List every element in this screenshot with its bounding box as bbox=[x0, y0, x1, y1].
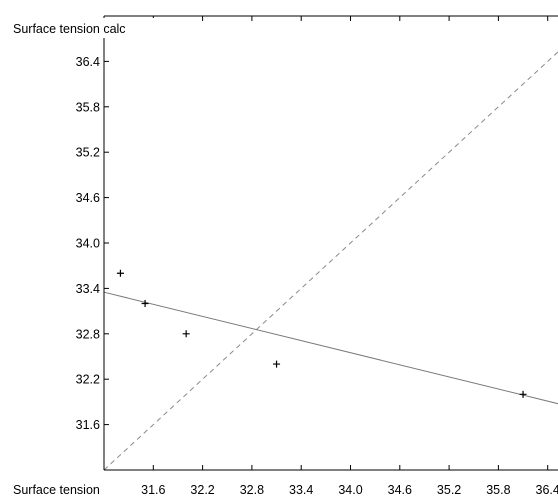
y-tick-label-32.8: 32.8 bbox=[76, 327, 100, 341]
y-tick-label-31.6: 31.6 bbox=[76, 418, 100, 432]
fit-line bbox=[103, 291, 558, 405]
x-tick-label-35.2: 35.2 bbox=[437, 483, 461, 497]
x-tick-label-33.4: 33.4 bbox=[289, 483, 313, 497]
y-tick-label-34.6: 34.6 bbox=[76, 191, 100, 205]
x-tick-label-32.8: 32.8 bbox=[240, 483, 264, 497]
x-axis-title-background bbox=[10, 479, 101, 497]
x-tick-label-34.0: 34.0 bbox=[338, 483, 362, 497]
data-point-3 bbox=[182, 330, 190, 338]
x-tick-label-32.2: 32.2 bbox=[190, 483, 214, 497]
y-axis-title: Surface tension calc bbox=[13, 22, 126, 36]
identity-line bbox=[103, 51, 558, 471]
y-tick-label-35.2: 35.2 bbox=[76, 146, 100, 160]
y-tick-label-32.2: 32.2 bbox=[76, 373, 100, 387]
chart-marks bbox=[103, 51, 558, 471]
y-tick-label-34.0: 34.0 bbox=[76, 237, 100, 251]
y-tick-label-33.4: 33.4 bbox=[76, 282, 100, 296]
data-point-4 bbox=[273, 360, 281, 368]
x-tick-label-31.6: 31.6 bbox=[141, 483, 165, 497]
y-axis-title-background bbox=[10, 18, 174, 38]
y-tick-label-36.4: 36.4 bbox=[76, 55, 100, 69]
chart-axes: 31.6 32.2 32.8 33.4 34.0 34.6 35.2 35.8 36.4 31.6… bbox=[76, 15, 558, 497]
data-point-2 bbox=[141, 300, 149, 308]
x-tick-label-36.4: 36.4 bbox=[536, 483, 558, 497]
data-point-1 bbox=[116, 269, 124, 277]
y-tick-label-35.8: 35.8 bbox=[76, 100, 100, 114]
x-axis-title: Surface tension bbox=[13, 483, 100, 497]
data-point-5 bbox=[519, 390, 527, 398]
x-tick-label-35.8: 35.8 bbox=[486, 483, 510, 497]
x-tick-label-34.6: 34.6 bbox=[388, 483, 412, 497]
